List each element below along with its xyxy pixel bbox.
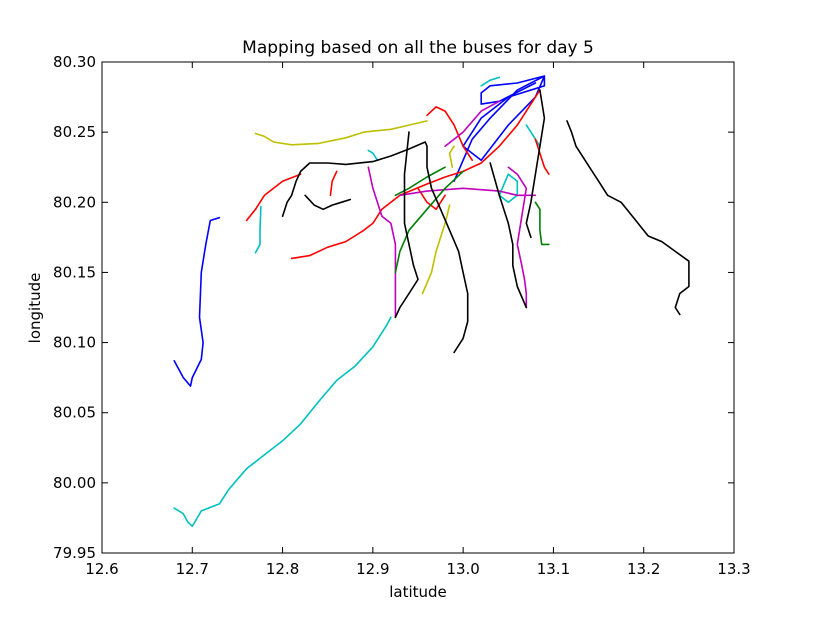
x-tick-label: 13.1 [537, 560, 570, 578]
bus-route-line [498, 173, 519, 204]
y-axis-label: longitude [26, 273, 44, 344]
bus-route-line [534, 201, 550, 246]
x-tick-label: 12.9 [356, 560, 389, 578]
bus-route-line [394, 170, 464, 274]
y-tick-label: 80.20 [53, 193, 96, 211]
x-tick-label: 13.3 [717, 560, 750, 578]
y-tick-label: 80.00 [53, 474, 96, 492]
bus-route-line [173, 216, 221, 387]
chart-title: Mapping based on all the buses for day 5 [242, 38, 594, 58]
bus-route-line [453, 75, 546, 182]
bus-route-line [525, 124, 541, 147]
bus-route-line [329, 170, 338, 197]
bus-route-line [281, 141, 469, 354]
y-tick-label: 80.05 [53, 404, 96, 422]
bus-route-line [417, 187, 446, 211]
y-tick-label: 80.15 [53, 263, 96, 281]
bus-route-line [367, 149, 379, 161]
bus-route-line [394, 166, 446, 197]
bus-route-line [507, 166, 528, 309]
x-tick-label: 12.7 [176, 560, 209, 578]
bus-route-line [367, 166, 397, 319]
x-tick-label: 13.0 [446, 560, 479, 578]
x-axis-ticks: 12.6 12.7 12.8 12.9 13.0 13.1 13.2 13.3 [85, 62, 751, 578]
bus-route-line [426, 106, 474, 161]
bus-route-line [525, 89, 546, 239]
bus-route-line [304, 194, 352, 211]
bus-routes [173, 75, 690, 528]
y-tick-label: 80.25 [53, 123, 96, 141]
bus-route-line [448, 145, 455, 168]
bus-route-line [245, 173, 302, 222]
bus-route-line [290, 89, 541, 260]
bus-route-line [534, 138, 550, 175]
bus-route-line [173, 316, 392, 528]
y-axis-ticks: 79.95 80.00 80.05 80.10 80.15 80.20 80.25 80.30 [53, 53, 734, 562]
bus-route-line [254, 205, 262, 254]
plot-area [101, 61, 735, 554]
y-tick-label: 79.95 [53, 544, 96, 562]
x-axis-label: latitude [389, 583, 447, 601]
bus-route-line [480, 76, 501, 87]
bus-route-line [566, 120, 690, 316]
bus-route-line [489, 162, 528, 309]
x-tick-label: 13.2 [627, 560, 660, 578]
bus-route-line [394, 131, 419, 319]
bus-route-line [399, 187, 537, 197]
x-tick-label: 12.8 [266, 560, 299, 578]
bus-route-line [254, 120, 428, 146]
y-tick-label: 80.30 [53, 53, 96, 71]
y-tick-label: 80.10 [53, 334, 96, 352]
x-tick-label: 12.6 [85, 560, 118, 578]
bus-route-line [444, 100, 501, 147]
